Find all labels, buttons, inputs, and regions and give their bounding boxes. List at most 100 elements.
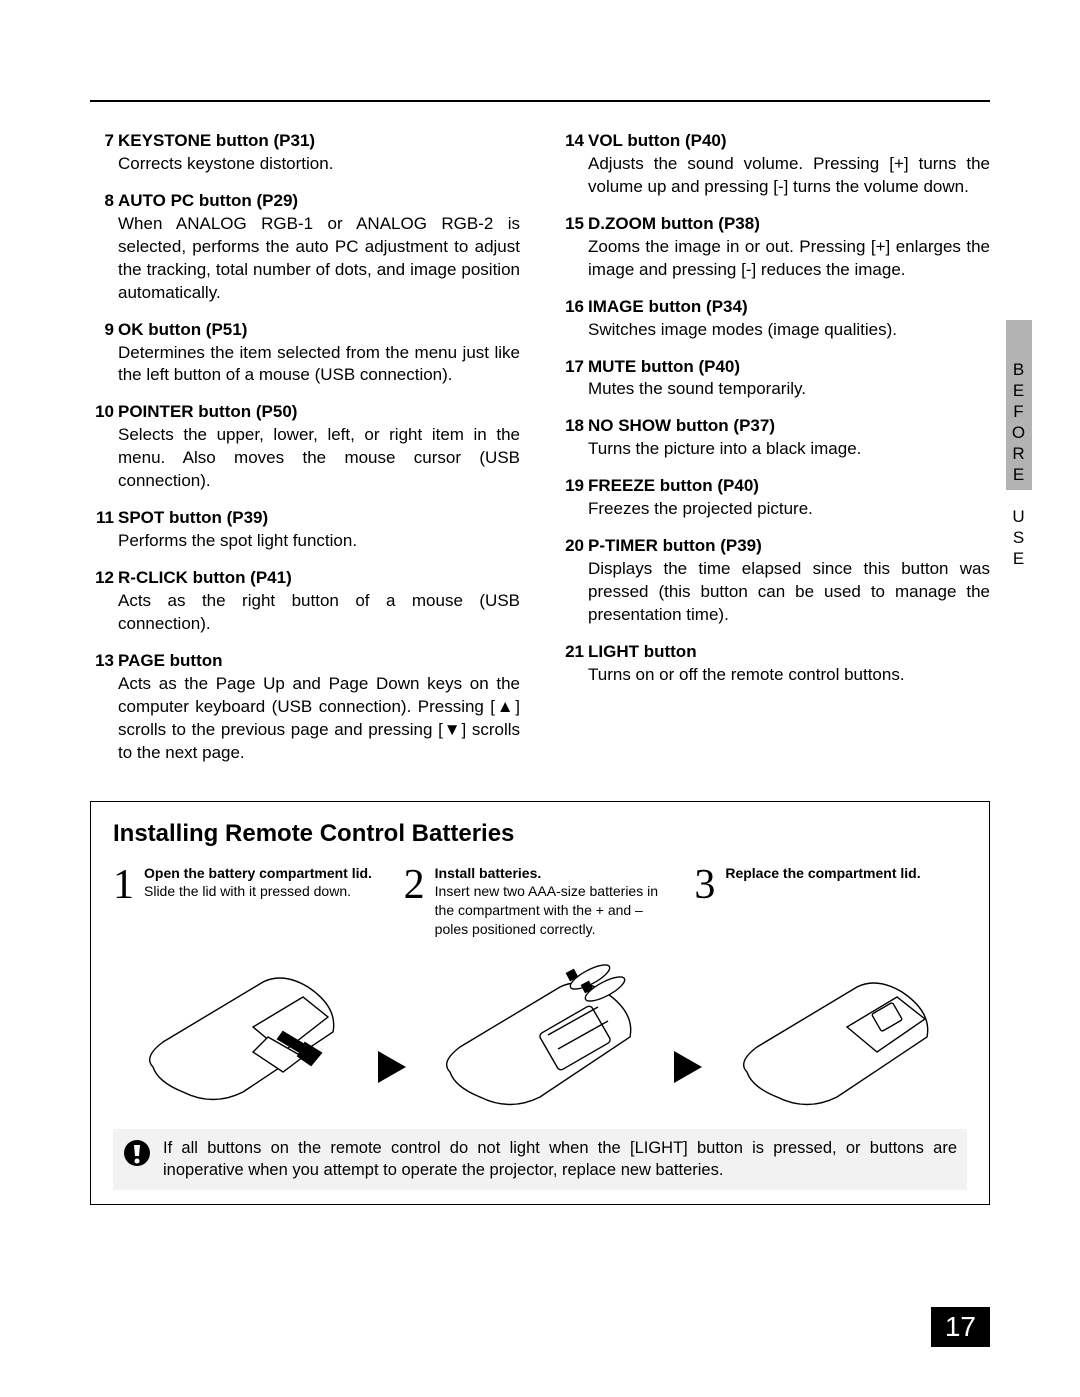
item-title: AUTO PC button (P29)	[118, 190, 520, 213]
item-number: 15	[560, 213, 584, 236]
item-heading: 21LIGHT button	[560, 641, 990, 664]
step-bold: Install batteries.	[435, 865, 542, 881]
list-item: 21LIGHT buttonTurns on or off the remote…	[560, 641, 990, 687]
item-title: SPOT button (P39)	[118, 507, 520, 530]
list-item: 18NO SHOW button (P37)Turns the picture …	[560, 415, 990, 461]
box-title: Installing Remote Control Batteries	[113, 820, 967, 848]
item-body: Turns on or off the remote control butto…	[588, 664, 990, 687]
item-body: Selects the upper, lower, left, or right…	[118, 424, 520, 493]
item-heading: 8AUTO PC button (P29)	[90, 190, 520, 213]
item-heading: 7KEYSTONE button (P31)	[90, 130, 520, 153]
item-body: Freezes the projected picture.	[588, 498, 990, 521]
item-heading: 12R-CLICK button (P41)	[90, 567, 520, 590]
item-title: R-CLICK button (P41)	[118, 567, 520, 590]
remote-step2-svg	[430, 957, 650, 1117]
item-body: Determines the item selected from the me…	[118, 342, 520, 388]
step-bold: Open the battery compartment lid.	[144, 865, 372, 881]
item-number: 14	[560, 130, 584, 153]
item-number: 18	[560, 415, 584, 438]
item-title: D.ZOOM button (P38)	[588, 213, 990, 236]
item-heading: 11SPOT button (P39)	[90, 507, 520, 530]
step-text: Open the battery compartment lid.Slide t…	[144, 864, 372, 940]
illustration-row	[113, 957, 967, 1117]
page-number: 17	[931, 1307, 990, 1347]
list-item: 11SPOT button (P39)Performs the spot lig…	[90, 507, 520, 553]
item-body: Corrects keystone distortion.	[118, 153, 520, 176]
step-text: Replace the compartment lid.	[725, 864, 920, 940]
item-body: Mutes the sound temporarily.	[588, 378, 990, 401]
list-item: 15D.ZOOM button (P38)Zooms the image in …	[560, 213, 990, 282]
step-rest: Insert new two AAA-size batteries in the…	[435, 883, 658, 937]
item-number: 11	[90, 507, 114, 530]
item-heading: 20P-TIMER button (P39)	[560, 535, 990, 558]
list-item: 8AUTO PC button (P29)When ANALOG RGB-1 o…	[90, 190, 520, 305]
item-title: PAGE button	[118, 650, 520, 673]
list-item: 12R-CLICK button (P41)Acts as the right …	[90, 567, 520, 636]
item-number: 7	[90, 130, 114, 153]
item-number: 8	[90, 190, 114, 213]
list-item: 9OK button (P51)Determines the item sele…	[90, 319, 520, 388]
item-heading: 10POINTER button (P50)	[90, 401, 520, 424]
item-heading: 15D.ZOOM button (P38)	[560, 213, 990, 236]
item-body: Switches image modes (image qualities).	[588, 319, 990, 342]
item-body: Adjusts the sound volume. Pressing [+] t…	[588, 153, 990, 199]
illustration-2	[410, 957, 671, 1117]
list-item: 16IMAGE button (P34)Switches image modes…	[560, 296, 990, 342]
illustration-1	[113, 957, 374, 1117]
item-title: KEYSTONE button (P31)	[118, 130, 520, 153]
item-body: Acts as the Page Up and Page Down keys o…	[118, 673, 520, 765]
list-item: 20P-TIMER button (P39)Displays the time …	[560, 535, 990, 627]
side-tab-label: BEFORE USE	[1008, 360, 1028, 570]
item-title: NO SHOW button (P37)	[588, 415, 990, 438]
item-title: POINTER button (P50)	[118, 401, 520, 424]
item-body: Zooms the image in or out. Pressing [+] …	[588, 236, 990, 282]
step: 1Open the battery compartment lid.Slide …	[113, 864, 386, 940]
item-title: P-TIMER button (P39)	[588, 535, 990, 558]
remote-step3-svg	[727, 957, 947, 1117]
note-text: If all buttons on the remote control do …	[163, 1137, 957, 1182]
list-item: 7KEYSTONE button (P31)Corrects keystone …	[90, 130, 520, 176]
content-columns: 7KEYSTONE button (P31)Corrects keystone …	[90, 130, 990, 779]
caution-icon	[123, 1139, 151, 1167]
item-number: 21	[560, 641, 584, 664]
step-number: 3	[694, 864, 715, 940]
item-heading: 18NO SHOW button (P37)	[560, 415, 990, 438]
item-body: When ANALOG RGB-1 or ANALOG RGB-2 is sel…	[118, 213, 520, 305]
list-item: 10POINTER button (P50)Selects the upper,…	[90, 401, 520, 493]
item-heading: 16IMAGE button (P34)	[560, 296, 990, 319]
note-row: If all buttons on the remote control do …	[113, 1129, 967, 1190]
battery-box: Installing Remote Control Batteries 1Ope…	[90, 801, 990, 1205]
item-body: Displays the time elapsed since this but…	[588, 558, 990, 627]
item-heading: 14VOL button (P40)	[560, 130, 990, 153]
list-item: 13PAGE buttonActs as the Page Up and Pag…	[90, 650, 520, 765]
item-number: 19	[560, 475, 584, 498]
item-title: FREEZE button (P40)	[588, 475, 990, 498]
item-number: 16	[560, 296, 584, 319]
item-number: 13	[90, 650, 114, 673]
item-number: 9	[90, 319, 114, 342]
item-heading: 17MUTE button (P40)	[560, 356, 990, 379]
item-heading: 9OK button (P51)	[90, 319, 520, 342]
item-number: 12	[90, 567, 114, 590]
item-heading: 13PAGE button	[90, 650, 520, 673]
item-number: 10	[90, 401, 114, 424]
step: 3 Replace the compartment lid.	[694, 864, 967, 940]
item-number: 17	[560, 356, 584, 379]
right-column: 14VOL button (P40)Adjusts the sound volu…	[560, 130, 990, 779]
item-title: IMAGE button (P34)	[588, 296, 990, 319]
step-number: 1	[113, 864, 134, 940]
list-item: 19FREEZE button (P40)Freezes the project…	[560, 475, 990, 521]
list-item: 17MUTE button (P40)Mutes the sound tempo…	[560, 356, 990, 402]
item-body: Acts as the right button of a mouse (USB…	[118, 590, 520, 636]
arrow-icon	[378, 1051, 406, 1083]
arrow-icon	[674, 1051, 702, 1083]
item-heading: 19FREEZE button (P40)	[560, 475, 990, 498]
step-number: 2	[404, 864, 425, 940]
steps-row: 1Open the battery compartment lid.Slide …	[113, 864, 967, 940]
left-column: 7KEYSTONE button (P31)Corrects keystone …	[90, 130, 520, 779]
step-bold: Replace the compartment lid.	[725, 865, 920, 881]
illustration-3	[706, 957, 967, 1117]
item-title: MUTE button (P40)	[588, 356, 990, 379]
list-item: 14VOL button (P40)Adjusts the sound volu…	[560, 130, 990, 199]
item-body: Performs the spot light function.	[118, 530, 520, 553]
